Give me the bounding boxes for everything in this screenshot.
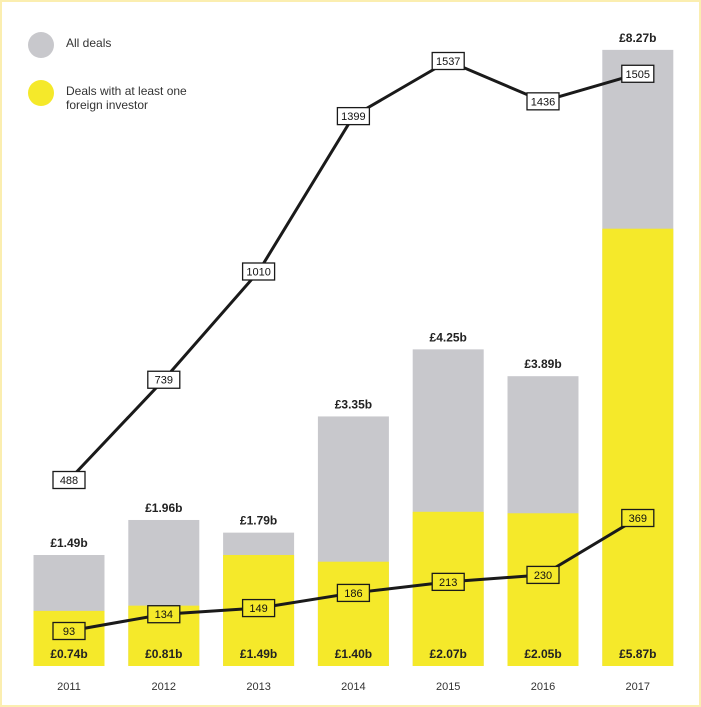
x-tick-label-2013: 2013 <box>246 681 270 693</box>
data-label-foreign-2017: £5.87b <box>619 647 656 661</box>
legend-label-all-deals: All deals <box>66 36 112 50</box>
point-label-count-all-deals-2011: 488 <box>60 475 78 487</box>
data-label-total-2016: £3.89b <box>524 357 561 371</box>
data-label-foreign-2016: £2.05b <box>524 647 561 661</box>
data-label-total-2011: £1.49b <box>50 536 87 550</box>
point-count-foreign-deals-2015 <box>431 572 465 592</box>
point-count-all-deals-2017 <box>621 64 655 83</box>
legend-label-foreign-investor-deals: Deals with at least one foreign investor <box>66 84 187 112</box>
point-label-count-foreign-deals-2016: 230 <box>534 570 552 582</box>
point-label-count-foreign-deals-2012: 134 <box>155 609 173 621</box>
legend-swatch-foreign-investor-deals <box>28 80 54 106</box>
data-label-total-2013: £1.79b <box>240 514 277 528</box>
point-count-foreign-deals-2013 <box>241 598 276 618</box>
point-count-all-deals-2016 <box>526 92 560 111</box>
point-label-count-foreign-deals-2017: 369 <box>629 513 647 525</box>
bar-foreign-deals-2017 <box>602 228 674 666</box>
point-count-foreign-deals-2017 <box>621 508 655 528</box>
point-count-foreign-deals-2011 <box>52 621 86 641</box>
point-label-count-foreign-deals-2015: 213 <box>439 577 457 589</box>
x-tick-label-2012: 2012 <box>152 681 176 693</box>
point-label-count-foreign-deals-2013: 149 <box>249 603 267 615</box>
point-count-all-deals-2011 <box>52 470 86 490</box>
x-tick-label-2017: 2017 <box>626 681 650 693</box>
x-tick-label-2015: 2015 <box>436 681 460 693</box>
point-count-foreign-deals-2012 <box>147 605 181 624</box>
point-count-all-deals-2012 <box>147 370 181 389</box>
point-label-count-foreign-deals-2014: 186 <box>344 588 362 600</box>
point-label-count-all-deals-2013: 1010 <box>246 266 270 278</box>
data-label-foreign-2013: £1.49b <box>240 647 277 661</box>
x-tick-label-2016: 2016 <box>531 681 555 693</box>
data-label-total-2017: £8.27b <box>619 31 656 45</box>
x-tick-label-2011: 2011 <box>57 681 81 693</box>
point-count-foreign-deals-2016 <box>526 565 560 585</box>
point-label-count-all-deals-2015: 1537 <box>436 56 460 68</box>
point-label-count-all-deals-2014: 1399 <box>341 111 365 123</box>
data-label-foreign-2014: £1.40b <box>335 647 372 661</box>
data-label-total-2014: £3.35b <box>335 397 372 411</box>
data-label-foreign-2015: £2.07b <box>430 647 467 661</box>
point-label-count-all-deals-2012: 739 <box>155 375 173 387</box>
point-count-foreign-deals-2014 <box>336 583 371 603</box>
point-count-all-deals-2014 <box>336 106 371 126</box>
data-label-total-2015: £4.25b <box>430 330 467 344</box>
bar-foreign-deals-2016 <box>507 513 579 666</box>
data-label-foreign-2011: £0.74b <box>50 647 87 661</box>
point-label-count-all-deals-2016: 1436 <box>531 96 555 108</box>
data-label-foreign-2012: £0.81b <box>145 647 182 661</box>
legend-swatch-all-deals <box>28 32 54 58</box>
point-label-count-foreign-deals-2011: 93 <box>63 626 75 638</box>
point-label-count-all-deals-2017: 1505 <box>626 69 650 81</box>
bar-foreign-deals-2014 <box>317 561 389 666</box>
data-label-total-2012: £1.96b <box>145 501 182 515</box>
point-count-all-deals-2013 <box>241 262 276 281</box>
x-tick-label-2014: 2014 <box>341 681 365 693</box>
point-count-all-deals-2015 <box>431 51 465 71</box>
